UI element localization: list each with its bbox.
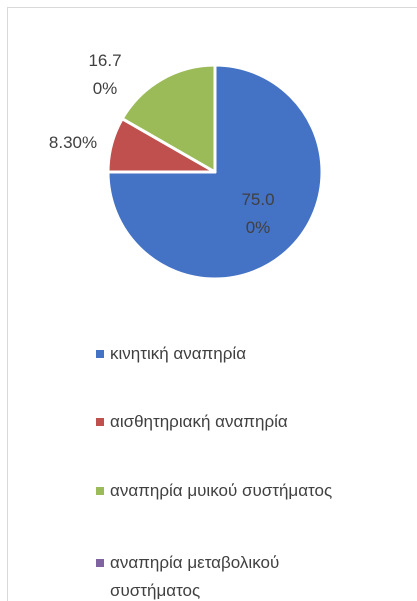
data-label: 8.30% — [48, 133, 98, 152]
legend-swatch — [96, 487, 104, 495]
legend-label: αναπηρία μυικού συστήματος — [110, 481, 333, 500]
chart-frame — [7, 7, 417, 601]
data-label: 16.70% — [88, 51, 122, 98]
pie-slice — [106, 63, 324, 281]
legend-label: αισθητηριακή αναπηρία — [110, 412, 288, 431]
legend-label: κινητική αναπηρία — [110, 344, 247, 363]
legend-swatch — [96, 559, 104, 567]
legend-swatch — [96, 350, 104, 358]
legend-label: αναπηρία μεταβολικού συστήματος — [110, 553, 280, 600]
legend-swatch — [96, 418, 104, 426]
data-label: 75.00% — [241, 190, 275, 237]
pie-slice — [120, 63, 217, 174]
